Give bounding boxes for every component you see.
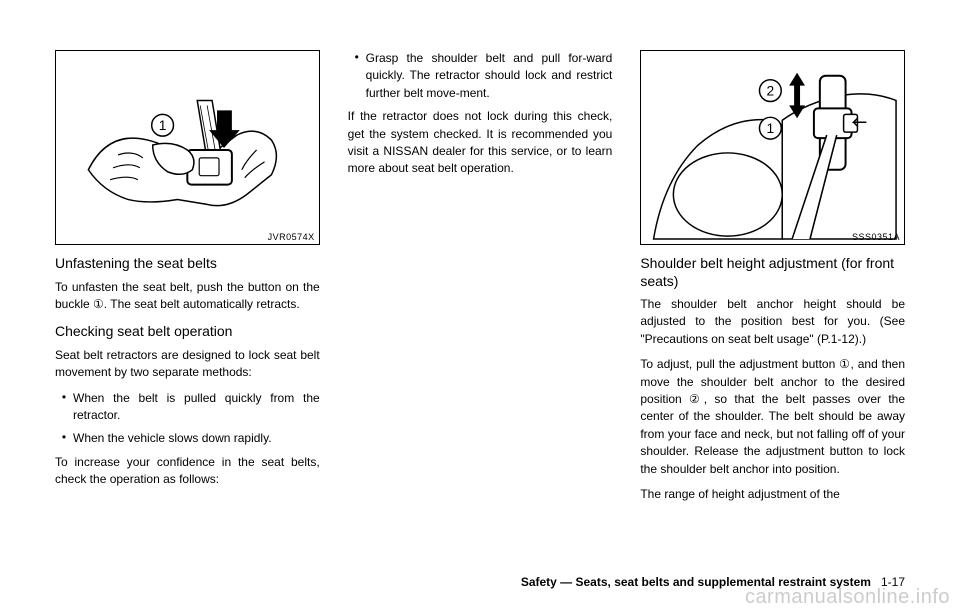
watermark: carmanualsonline.info — [745, 586, 950, 609]
bullet-icon: • — [348, 50, 366, 102]
shoulder-belt-illustration: 2 1 — [641, 51, 904, 244]
circled-1: ① — [839, 357, 850, 371]
figure-label-1: JVR0574X — [268, 232, 315, 242]
para-retractor-check: If the retractor does not lock during th… — [348, 108, 613, 178]
bullet-item: • Grasp the shoulder belt and pull for-w… — [348, 50, 613, 102]
para-confidence: To increase your confidence in the seat … — [55, 454, 320, 489]
column-3: 2 1 SSS0351A Shoulder belt height adjust… — [640, 50, 905, 511]
bullet-item: • When the vehicle slows down rapidly. — [55, 430, 320, 447]
circled-2: ② — [689, 392, 704, 406]
column-2: • Grasp the shoulder belt and pull for-w… — [348, 50, 613, 511]
text-fragment: . The seat belt automatically retracts. — [104, 297, 300, 311]
para-shoulder-2: To adjust, pull the adjustment button ①,… — [640, 356, 905, 478]
bullet-text: When the belt is pulled quickly from the… — [73, 390, 320, 425]
bullet-text: Grasp the shoulder belt and pull for-war… — [366, 50, 613, 102]
svg-text:2: 2 — [767, 83, 775, 99]
text-fragment: To adjust, pull the adjustment button — [640, 357, 839, 371]
column-1: 1 JVR0574X Unfastening the seat belts To… — [55, 50, 320, 511]
bullet-item: • When the belt is pulled quickly from t… — [55, 390, 320, 425]
para-shoulder-3: The range of height adjustment of the — [640, 486, 905, 503]
bullet-icon: • — [55, 430, 73, 447]
svg-text:1: 1 — [767, 120, 775, 136]
bullet-text: When the vehicle slows down rapidly. — [73, 430, 320, 447]
para-shoulder-1: The shoulder belt anchor height should b… — [640, 296, 905, 348]
subhead-unfastening: Unfastening the seat belts — [55, 255, 320, 273]
para-checking-intro: Seat belt retractors are designed to loc… — [55, 347, 320, 382]
page-content: 1 JVR0574X Unfastening the seat belts To… — [0, 0, 960, 521]
seatbelt-illustration: 1 — [56, 51, 319, 244]
figure-shoulder-adjust: 2 1 SSS0351A — [640, 50, 905, 245]
figure-seatbelt-unfasten: 1 JVR0574X — [55, 50, 320, 245]
subhead-shoulder: Shoulder belt height adjustment (for fro… — [640, 255, 905, 290]
figure-label-2: SSS0351A — [852, 232, 900, 242]
svg-text:1: 1 — [159, 117, 167, 133]
para-unfasten: To unfasten the seat belt, push the butt… — [55, 279, 320, 314]
subhead-checking: Checking seat belt operation — [55, 323, 320, 341]
circled-1: ① — [93, 297, 104, 311]
bullet-icon: • — [55, 390, 73, 425]
